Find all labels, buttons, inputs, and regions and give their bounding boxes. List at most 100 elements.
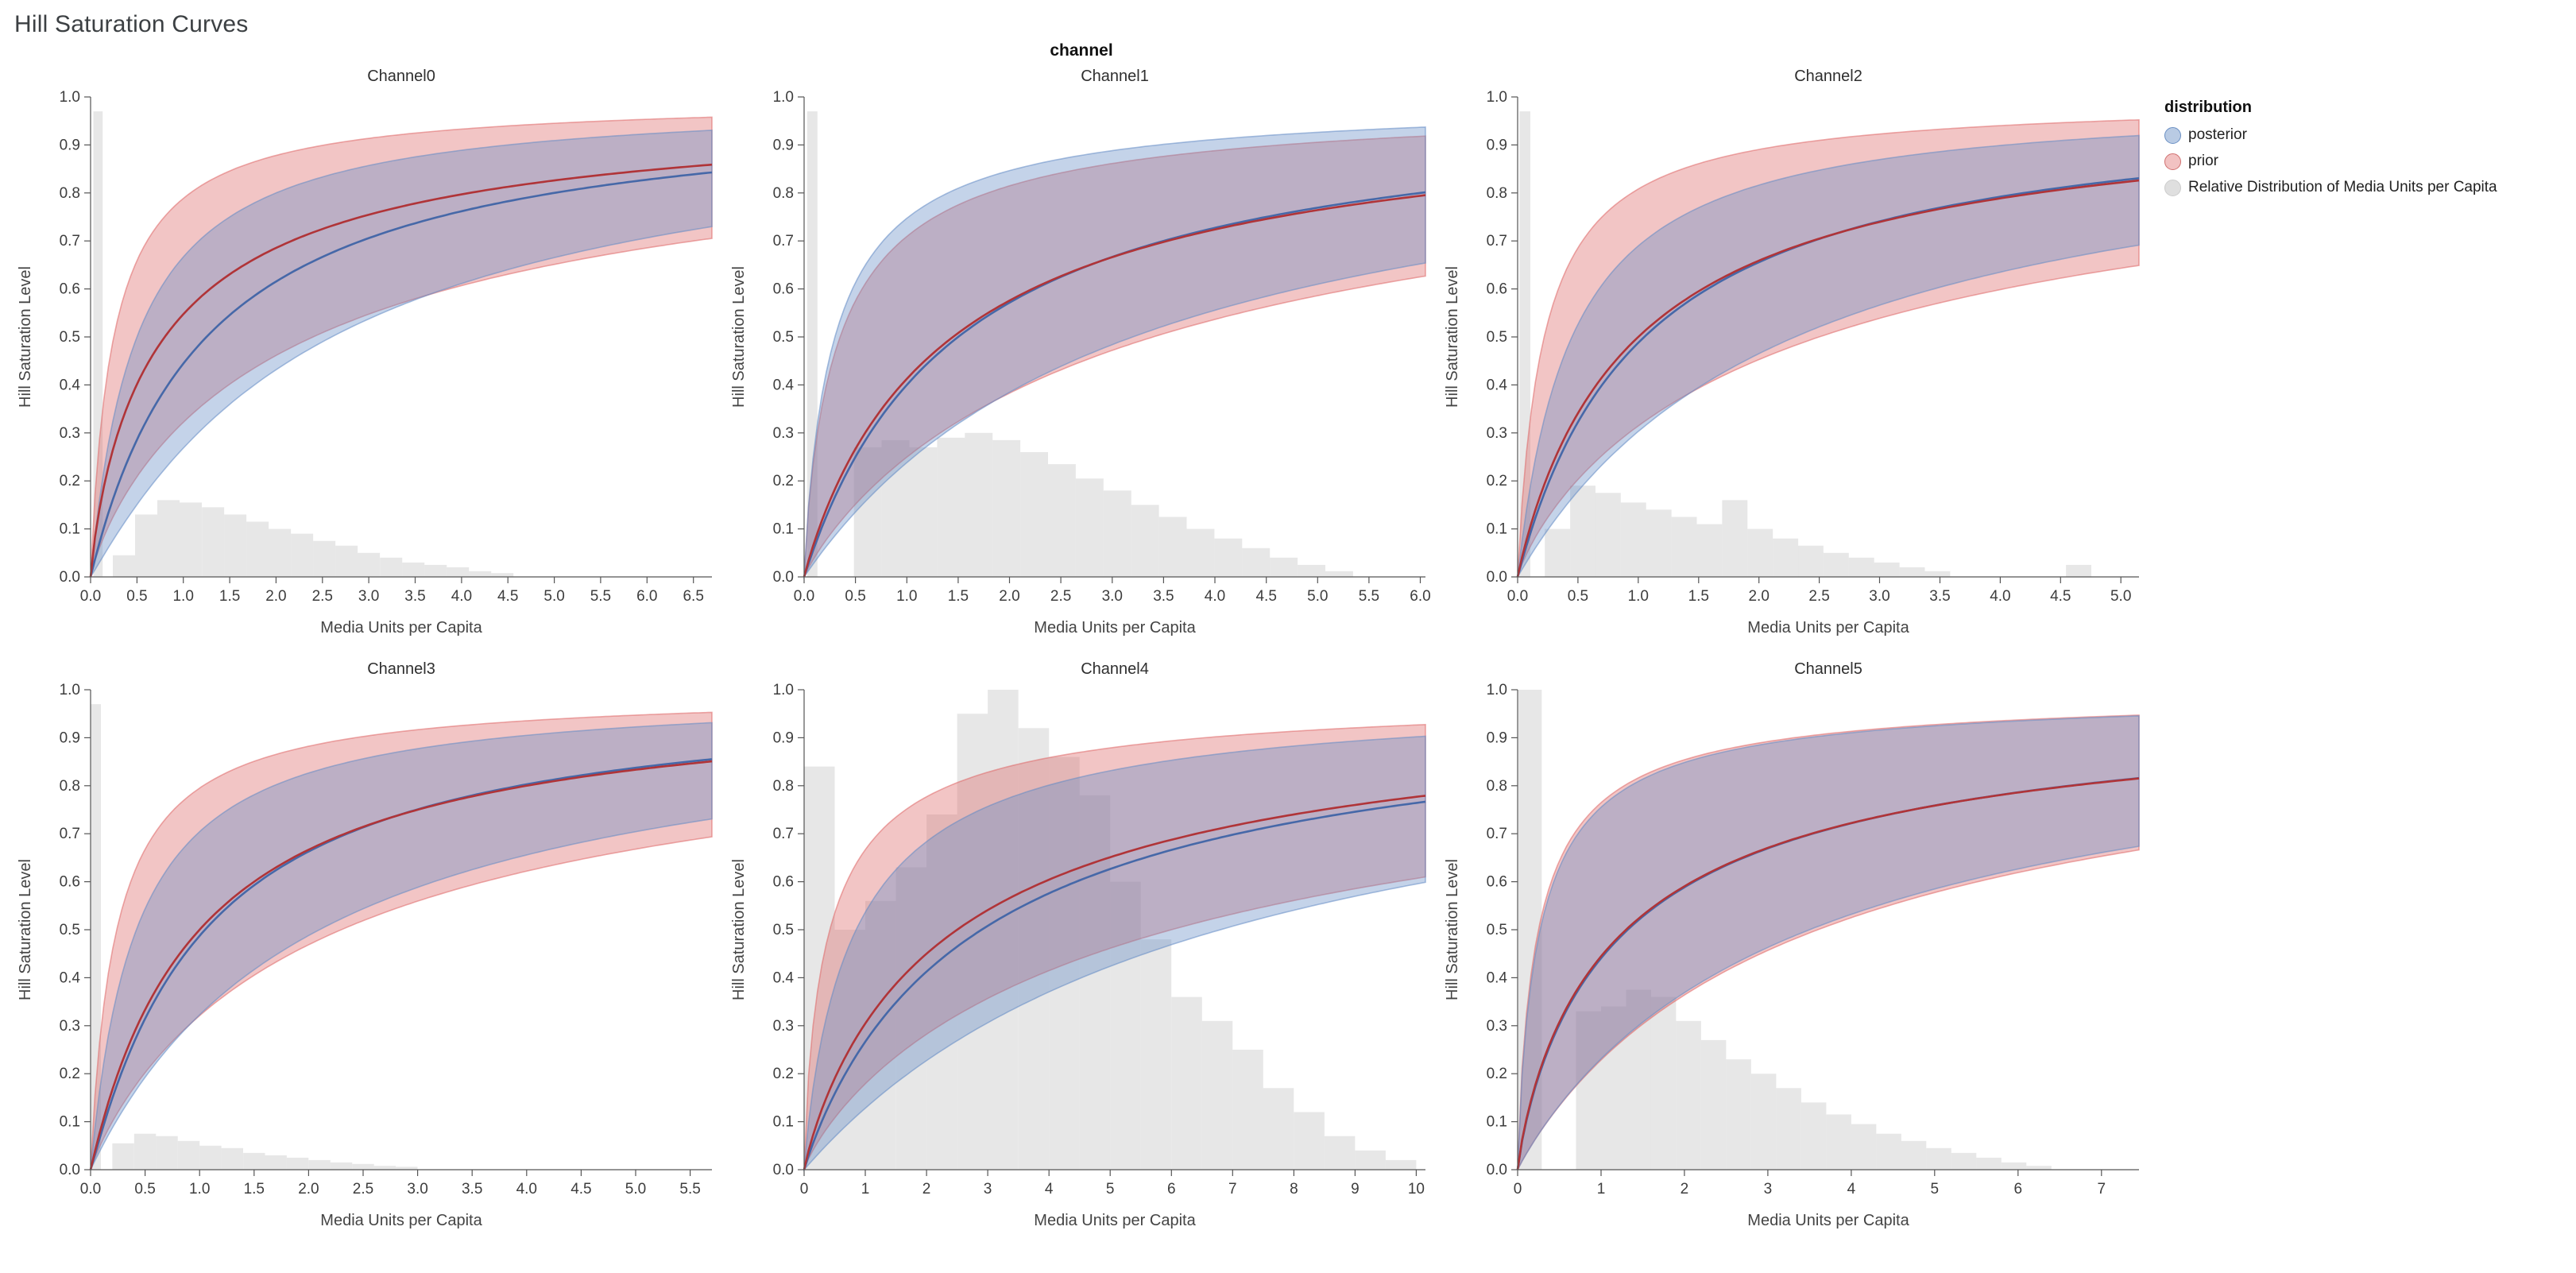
histogram-bar (1518, 690, 1542, 1170)
facet-chart-channel0: 0.0 0.1 0.2 0.3 0.4 0.5 0.6 0.7 0.8 0.9 1.0 0.0 0.5 1… (17, 68, 713, 636)
histogram-bar (1110, 881, 1141, 1170)
x-tick-label: 4 (1045, 1181, 1054, 1198)
histogram-bar (1545, 528, 1571, 577)
y-tick-label: 0.1 (60, 1114, 80, 1131)
histogram-bar (2066, 564, 2091, 577)
histogram-bar (396, 1167, 418, 1170)
y-tick-label: 0.5 (773, 922, 794, 938)
y-tick-label: 0.3 (60, 425, 80, 442)
histogram-bar (313, 540, 336, 577)
y-tick-label: 0.0 (60, 1162, 80, 1178)
y-tick-label: 0.0 (1487, 1162, 1507, 1178)
x-tick-label: 10 (1408, 1181, 1425, 1198)
facet-title: Channel2 (1794, 68, 1862, 85)
histogram-bar (937, 437, 965, 577)
y-tick-label: 0.8 (1487, 778, 1507, 795)
histogram-bar (358, 552, 381, 577)
histogram-bar (1671, 517, 1697, 577)
x-tick-label: 5.0 (543, 588, 564, 605)
x-tick-label: 1.0 (172, 588, 193, 605)
y-tick-label: 0.7 (1487, 826, 1507, 842)
y-tick-label: 0.1 (1487, 521, 1507, 538)
legend-item-posterior: posterior (2164, 126, 2562, 144)
facet-chart-channel1: 0.0 0.1 0.2 0.3 0.4 0.5 0.6 0.7 0.8 0.9 1.0 0.0 0.5 1… (730, 68, 1431, 636)
histogram-bar (402, 562, 425, 577)
y-tick-label: 1.0 (60, 89, 80, 106)
y-tick-label: 0.3 (773, 425, 794, 442)
histogram-bar (447, 567, 470, 577)
x-tick-label: 6.0 (1410, 588, 1430, 605)
y-tick-label: 0.1 (773, 521, 794, 538)
x-tick-label: 0.5 (1568, 588, 1588, 605)
histogram-bar (1131, 505, 1159, 577)
histogram-bar (895, 867, 927, 1170)
x-axis-title: Media Units per Capita (1034, 619, 1196, 636)
x-axis-title: Media Units per Capita (1747, 619, 1909, 636)
facet-title: Channel4 (1081, 660, 1149, 678)
histogram-bar (1976, 1157, 2002, 1170)
histogram-bar (352, 1163, 374, 1170)
histogram-bar (180, 502, 202, 577)
x-tick-label: 4.0 (1205, 588, 1225, 605)
x-tick-label: 3.5 (1929, 588, 1950, 605)
x-tick-label: 5.0 (2110, 588, 2131, 605)
x-tick-label: 0 (1514, 1181, 1522, 1198)
y-tick-label: 1.0 (1487, 682, 1507, 698)
facet-column-header: channel (1050, 41, 1113, 60)
prior-median-line (803, 795, 1426, 1170)
histogram-bar (1385, 1159, 1417, 1170)
facet-title: Channel1 (1081, 68, 1149, 85)
prior-median-line (89, 760, 713, 1170)
histogram-bar (224, 514, 247, 577)
histogram-bar (965, 432, 993, 577)
x-axis-title: Media Units per Capita (1747, 1212, 1909, 1229)
x-tick-label: 4.0 (451, 588, 472, 605)
y-tick-label: 0.8 (773, 185, 794, 202)
y-tick-label: 0.4 (1487, 969, 1508, 986)
y-tick-label: 0.7 (1487, 233, 1507, 250)
y-tick-label: 1.0 (1487, 89, 1507, 106)
histogram-bar (469, 571, 492, 577)
y-tick-label: 0.5 (60, 922, 80, 938)
y-tick-label: 0.0 (60, 569, 80, 586)
histogram-bar (1171, 996, 1202, 1170)
legend: distribution posterior prior Relative Dist… (2152, 99, 2562, 205)
y-tick-label: 0.6 (1487, 874, 1507, 891)
histogram-bar (1750, 1074, 1777, 1170)
legend-swatch-icon (2164, 153, 2181, 170)
x-axis-title: Media Units per Capita (1034, 1212, 1196, 1229)
x-tick-label: 3.5 (1153, 588, 1174, 605)
x-tick-label: 3 (984, 1181, 992, 1198)
y-tick-label: 0.2 (773, 1066, 794, 1082)
x-tick-label: 8 (1290, 1181, 1298, 1198)
histogram-bar (1876, 1133, 1901, 1170)
histogram-bar (926, 814, 957, 1170)
histogram-bar (246, 521, 269, 577)
histogram-bar (491, 573, 514, 577)
histogram-bar (1325, 571, 1353, 577)
histogram-bar (269, 528, 292, 577)
histogram-bar (1722, 500, 1748, 577)
x-tick-label: 2 (1681, 1181, 1689, 1198)
histogram-bar (1242, 548, 1271, 577)
y-tick-label: 0.3 (1487, 1018, 1507, 1035)
histogram-bar (1800, 1102, 1827, 1170)
histogram-bar (1214, 538, 1243, 577)
facet-chart-channel2: 0.0 0.1 0.2 0.3 0.4 0.5 0.6 0.7 0.8 0.9 1.0 0.0 0.5 1… (1444, 68, 2140, 636)
prior-median-line (803, 194, 1426, 578)
histogram-bar (1079, 795, 1111, 1170)
x-tick-label: 5 (1931, 1181, 1940, 1198)
histogram-bar (199, 1145, 222, 1170)
y-tick-label: 0.6 (60, 874, 80, 891)
histogram-bar (1874, 562, 1900, 577)
y-tick-label: 0.6 (773, 281, 794, 298)
y-tick-label: 0.7 (60, 826, 80, 842)
y-tick-label: 0.8 (773, 778, 794, 795)
posterior-band (90, 722, 713, 1170)
histogram-bar (1576, 1011, 1601, 1170)
histogram-bar (2001, 1162, 2027, 1170)
facet-chart-channel5: 0.0 0.1 0.2 0.3 0.4 0.5 0.6 0.7 0.8 0.9 1.0 0 1 2 3 4 5 6… (1444, 660, 2140, 1229)
x-tick-label: 5 (1106, 1181, 1115, 1198)
x-tick-label: 5.0 (625, 1181, 646, 1198)
histogram-bar (221, 1147, 243, 1170)
